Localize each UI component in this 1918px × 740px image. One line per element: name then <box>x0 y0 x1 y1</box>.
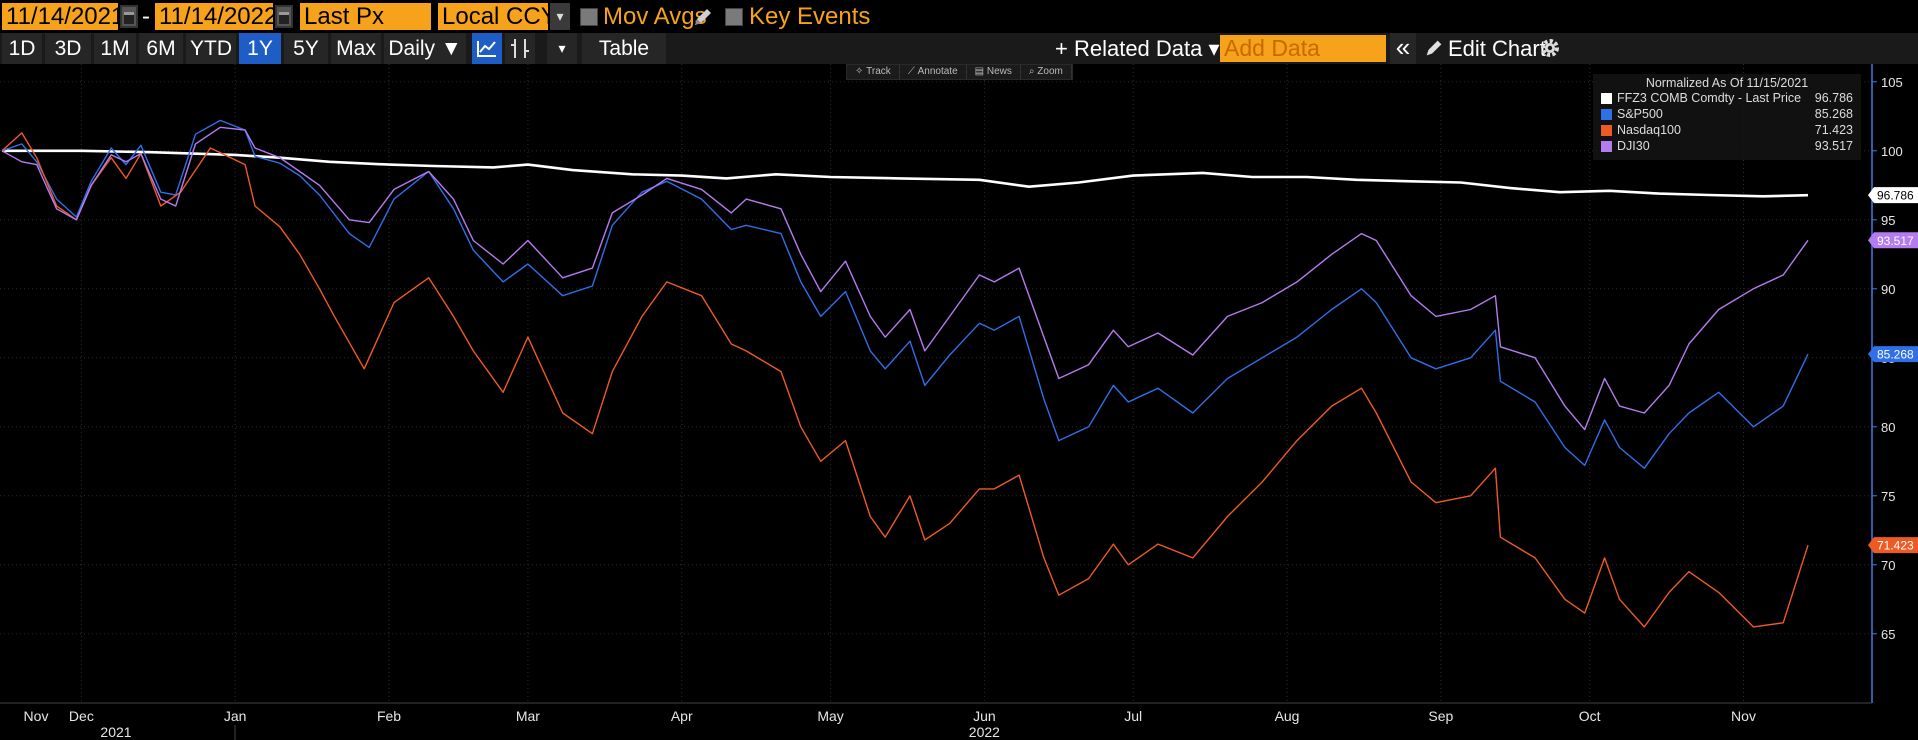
track-tool[interactable]: ✧ Track <box>847 65 900 79</box>
start-date-field[interactable]: 11/14/2021 <box>2 3 118 30</box>
x-tick-label: Nov <box>1731 708 1756 724</box>
y-tick-label: 80 <box>1881 420 1895 435</box>
legend-series-name: DJI30 <box>1617 139 1650 153</box>
key-events-label[interactable]: Key Events <box>749 3 871 30</box>
x-tick-label: Jul <box>1124 708 1142 724</box>
zoom-tool[interactable]: ⌕ Zoom <box>1021 65 1072 79</box>
end-date-field[interactable]: 11/14/2022 <box>155 3 273 30</box>
news-tool[interactable]: ▤ News <box>967 65 1021 79</box>
secondary-toolbar: 1D 3D 1M 6M YTD 1Y 5Y Max Daily ▼ ▾ Tabl… <box>0 33 1918 64</box>
y-tick-label: 105 <box>1881 75 1903 90</box>
legend-series-name: S&P500 <box>1617 107 1663 121</box>
calendar-icon[interactable] <box>120 5 138 28</box>
pencil-icon[interactable] <box>1423 37 1445 59</box>
last-value-badge <box>1868 346 1918 363</box>
period-max-button[interactable]: Max <box>331 33 381 64</box>
line-chart-button[interactable] <box>472 33 502 64</box>
x-tick-label: Aug <box>1275 708 1300 724</box>
legend-row-ffz3[interactable]: FFZ3 COMB Comdty - Last Price 96.786 <box>1601 90 1853 106</box>
mov-avgs-checkbox[interactable] <box>580 8 598 26</box>
series-line-dji30[interactable] <box>1 126 1809 431</box>
period-3d-button[interactable]: 3D <box>45 33 91 64</box>
x-year-label: 2021 <box>100 724 131 740</box>
last-value-label: 71.423 <box>1877 539 1914 553</box>
table-button[interactable]: Table <box>582 33 666 64</box>
series-line-s-p500[interactable] <box>1 119 1809 469</box>
legend-series-name: FFZ3 COMB Comdty - Last Price <box>1617 91 1802 105</box>
y-tick-label: 100 <box>1881 144 1903 159</box>
dropdown-arrow-icon[interactable]: ▾ <box>550 3 570 30</box>
y-tick-label: 65 <box>1881 627 1895 642</box>
chevron-down-icon[interactable]: ▾ <box>547 33 577 64</box>
legend-series-value: 93.517 <box>1814 139 1853 153</box>
x-tick-label: Feb <box>377 708 401 724</box>
x-tick-label: Mar <box>516 708 540 724</box>
legend-title: Normalized As Of 11/15/2021 <box>1645 76 1809 90</box>
legend-series-name: Nasdaq100 <box>1617 123 1681 137</box>
gear-icon[interactable] <box>1538 36 1562 60</box>
legend-series-value: 85.268 <box>1814 107 1853 121</box>
last-value-label: 93.517 <box>1877 234 1914 248</box>
legend-row-dji30[interactable]: DJI30 93.517 <box>1601 138 1853 154</box>
y-tick-label: 70 <box>1881 558 1895 573</box>
last-value-badge <box>1868 537 1918 554</box>
legend-swatch <box>1601 141 1612 152</box>
frequency-dropdown[interactable]: Daily ▼ <box>384 33 466 64</box>
calendar-icon[interactable] <box>275 5 293 28</box>
edit-chart-button[interactable]: Edit Chart <box>1448 36 1546 61</box>
price-field-select[interactable]: Last Px <box>300 3 431 30</box>
series-line-ffz3-comb-comdty-last-price[interactable] <box>2 149 1809 198</box>
key-events-checkbox[interactable] <box>725 8 743 26</box>
x-tick-label: Sep <box>1428 708 1453 724</box>
candlestick-icon <box>511 39 529 58</box>
line-chart[interactable]: 6570758085909510010596.78685.26871.42393… <box>0 64 1918 740</box>
chart-legend: Normalized As Of 11/15/2021 FFZ3 COMB Co… <box>1593 74 1861 160</box>
x-tick-label: Apr <box>671 708 693 724</box>
x-tick-label: Jun <box>973 708 996 724</box>
legend-series-value: 96.786 <box>1814 91 1853 105</box>
related-data-button[interactable]: + Related Data ▾ <box>1055 36 1220 61</box>
x-tick-label: Nov <box>24 708 49 724</box>
pencil-icon[interactable] <box>691 5 715 29</box>
last-value-badge <box>1868 232 1918 249</box>
last-value-badge <box>1868 187 1918 204</box>
top-toolbar: 11/14/2021 - 11/14/2022 Last Px Local CC… <box>0 0 1918 33</box>
last-value-label: 96.786 <box>1877 189 1914 203</box>
x-tick-label: May <box>817 708 843 724</box>
y-tick-label: 75 <box>1881 489 1895 504</box>
last-value-label: 85.268 <box>1877 348 1914 362</box>
legend-row-sp500[interactable]: S&P500 85.268 <box>1601 106 1853 122</box>
y-tick-label: 95 <box>1881 213 1895 228</box>
mov-avgs-label[interactable]: Mov Avgs <box>603 3 707 30</box>
period-6m-button[interactable]: 6M <box>139 33 183 64</box>
add-data-input[interactable]: Add Data <box>1220 35 1386 62</box>
annotate-tool[interactable]: ⟋ Annotate <box>900 65 967 79</box>
period-1m-button[interactable]: 1M <box>94 33 136 64</box>
period-ytd-button[interactable]: YTD <box>186 33 236 64</box>
legend-series-value: 71.423 <box>1814 123 1853 137</box>
period-1y-button[interactable]: 1Y <box>239 33 281 64</box>
line-chart-icon <box>477 41 496 57</box>
legend-swatch <box>1601 93 1612 104</box>
x-tick-label: Oct <box>1579 708 1601 724</box>
legend-swatch <box>1601 109 1612 120</box>
x-tick-label: Jan <box>224 708 247 724</box>
period-1d-button[interactable]: 1D <box>2 33 42 64</box>
currency-select[interactable]: Local CCY <box>438 3 548 30</box>
x-tick-label: Dec <box>69 708 94 724</box>
y-tick-label: 90 <box>1881 282 1895 297</box>
candlestick-button[interactable] <box>505 33 535 64</box>
x-year-label: 2022 <box>969 724 1000 740</box>
chart-mini-toolbar: ✧ Track ⟋ Annotate ▤ News ⌕ Zoom <box>846 64 1073 80</box>
series-line-nasdaq100[interactable] <box>1 132 1809 628</box>
legend-swatch <box>1601 125 1612 136</box>
legend-row-nasdaq100[interactable]: Nasdaq100 71.423 <box>1601 122 1853 138</box>
period-5y-button[interactable]: 5Y <box>284 33 328 64</box>
double-chevron-left-icon[interactable]: « <box>1390 33 1416 64</box>
date-separator: - <box>142 3 150 30</box>
